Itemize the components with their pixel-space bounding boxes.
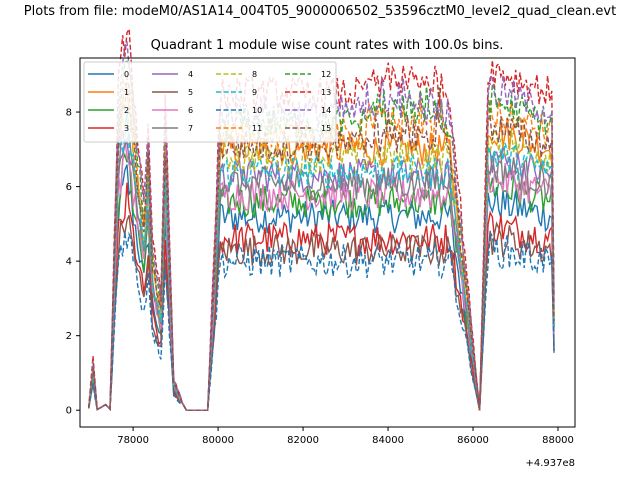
legend-label-12: 12 bbox=[321, 70, 331, 79]
y-tick-label: 8 bbox=[66, 108, 72, 119]
x-tick-label: 86000 bbox=[457, 435, 489, 446]
x-tick-label: 88000 bbox=[542, 435, 574, 446]
x-axis: 78000 80000 82000 84000 86000 88000 bbox=[117, 427, 574, 446]
legend-label-7: 7 bbox=[188, 124, 193, 133]
legend-label-14: 14 bbox=[321, 106, 331, 115]
legend-label-5: 5 bbox=[188, 88, 193, 97]
figure-suptitle: Plots from file: modeM0/AS1A14_004T05_90… bbox=[24, 4, 616, 19]
legend-label-3: 3 bbox=[124, 124, 129, 133]
y-tick-label: 2 bbox=[66, 331, 72, 342]
legend-label-6: 6 bbox=[188, 106, 193, 115]
legend-label-4: 4 bbox=[188, 70, 193, 79]
legend-frame bbox=[83, 61, 337, 143]
series-line-10 bbox=[88, 230, 555, 411]
legend-label-15: 15 bbox=[321, 124, 331, 133]
series-line-14 bbox=[88, 41, 555, 411]
y-axis: 0 2 4 6 8 bbox=[66, 108, 80, 417]
x-tick-label: 82000 bbox=[287, 435, 319, 446]
chart-title: Quadrant 1 module wise count rates with … bbox=[151, 38, 504, 53]
x-tick-label: 84000 bbox=[372, 435, 404, 446]
x-axis-offset-label: +4.937e8 bbox=[525, 458, 575, 469]
legend-label-13: 13 bbox=[321, 88, 331, 97]
legend-label-10: 10 bbox=[252, 106, 262, 115]
x-tick-label: 80000 bbox=[202, 435, 234, 446]
y-tick-label: 0 bbox=[66, 406, 72, 417]
legend-label-0: 0 bbox=[124, 70, 129, 79]
x-tick-label: 78000 bbox=[117, 435, 149, 446]
legend-label-1: 1 bbox=[124, 88, 129, 97]
plot-frame bbox=[79, 57, 576, 428]
legend-label-11: 11 bbox=[252, 124, 262, 133]
legend-label-2: 2 bbox=[124, 106, 129, 115]
y-tick-label: 4 bbox=[66, 257, 72, 268]
y-tick-label: 6 bbox=[66, 182, 72, 193]
legend-label-8: 8 bbox=[252, 70, 257, 79]
legend-label-9: 9 bbox=[252, 88, 257, 97]
